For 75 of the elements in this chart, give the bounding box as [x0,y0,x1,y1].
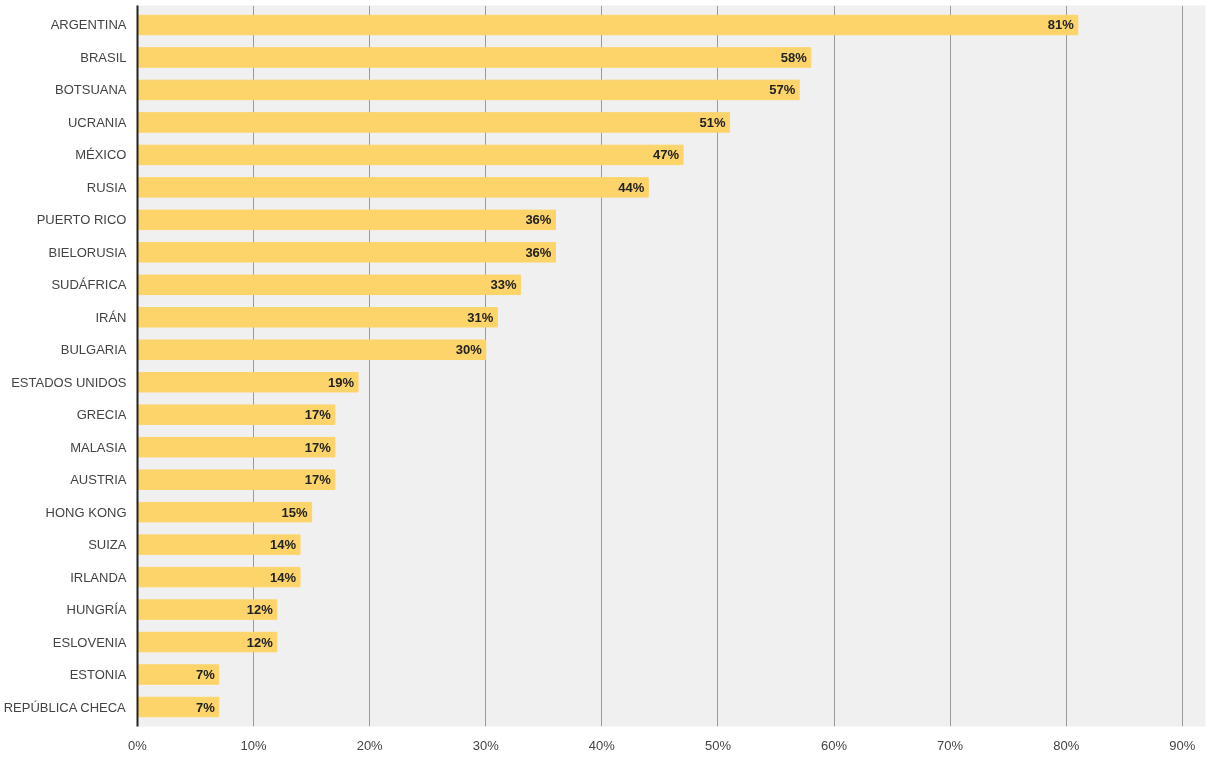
y-tick-label: BIELORUSIA [48,244,127,260]
data-label: 57% [769,82,796,98]
y-tick-label: MALASIA [70,439,127,455]
y-tick-label: SUDÁFRICA [51,277,127,293]
x-tick-label: 30% [472,737,500,753]
y-tick-label: MÉXICO [75,147,127,163]
y-tick-label: SUIZA [88,537,127,553]
data-label: 44% [618,179,645,195]
bar [137,177,649,198]
y-tick-label: BOTSUANA [54,82,127,98]
data-label: 58% [780,49,808,65]
bar [137,14,1079,36]
data-label: 17% [304,439,332,455]
bar [137,47,812,68]
data-label: 14% [270,537,297,553]
data-label: 12% [246,602,274,618]
x-tick-label: 40% [588,737,616,753]
data-label: 51% [699,114,726,130]
data-label: 7% [195,667,216,683]
data-label: 30% [455,342,483,358]
data-label: 36% [525,244,552,260]
data-label: 15% [281,504,309,520]
bar [137,372,359,393]
data-label: 33% [490,277,518,293]
bar [137,307,498,328]
y-tick-label: AUSTRIA [70,472,127,488]
data-label: 17% [304,472,332,488]
bar [137,566,301,588]
y-tick-label: PUERTO RICO [36,212,127,228]
bar [137,469,336,490]
x-tick-label: 50% [704,737,732,753]
x-tick-label: 90% [1169,737,1196,753]
bar [137,664,220,685]
y-tick-label: ARGENTINA [50,17,127,33]
data-label: 14% [270,569,297,585]
y-tick-label: UCRANIA [67,114,127,130]
y-tick-label: BRASIL [80,49,127,65]
y-tick-label: RUSIA [86,179,127,195]
bar [137,274,522,296]
y-tick-label: REPÚBLICA CHECA [3,699,127,715]
y-tick-label: ESTONIA [69,667,127,683]
data-label: 12% [246,634,274,650]
x-tick-label: 20% [356,737,384,753]
data-label: 17% [304,407,332,423]
y-tick-label: HUNGRÍA [66,602,127,618]
data-label: 47% [653,147,680,163]
bar [137,242,556,263]
y-tick-label: IRÁN [95,309,127,325]
bar [137,404,336,425]
x-tick-label: 70% [937,737,964,753]
x-tick-label: 60% [821,737,848,753]
y-tick-label: BULGARIA [60,342,127,358]
bar [137,599,278,620]
y-tick-label: ESLOVENIA [52,634,127,650]
bar [137,436,336,458]
y-tick-label: ESTADOS UNIDOS [11,374,127,390]
bar [137,339,487,360]
data-label: 7% [195,699,216,715]
y-tick-label: HONG KONG [45,504,127,520]
y-tick-label: GRECIA [76,407,127,423]
bar [137,144,684,166]
bar [137,534,301,555]
data-label: 36% [525,212,552,228]
bar [137,501,313,523]
data-label: 81% [1047,17,1075,33]
x-tick-label: 10% [240,737,268,753]
bar [137,112,731,133]
data-label: 19% [328,374,355,390]
bar [137,79,800,101]
data-label: 31% [467,309,494,325]
x-tick-label: 80% [1053,737,1080,753]
x-tick-label: 0% [128,737,148,753]
y-tick-label: IRLANDA [70,569,127,585]
bar [137,209,556,231]
bar [137,631,278,653]
